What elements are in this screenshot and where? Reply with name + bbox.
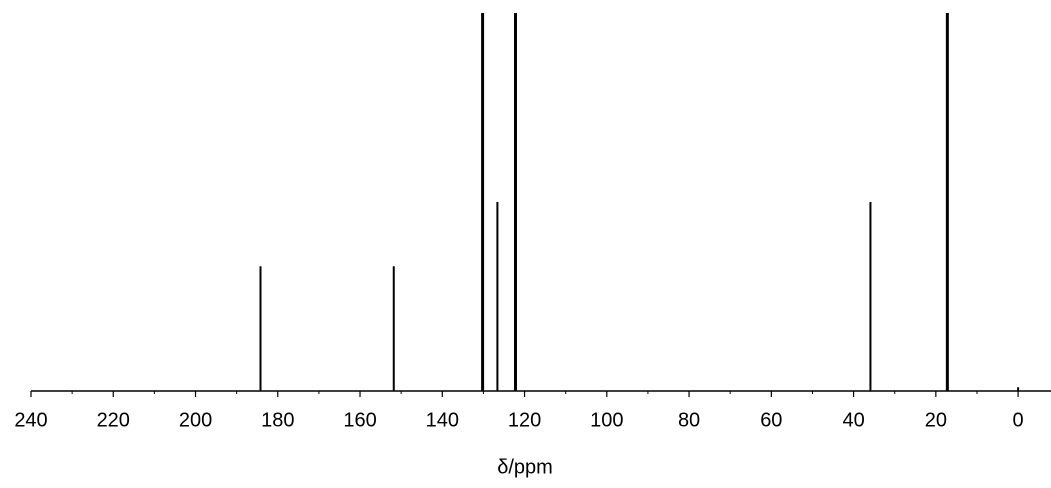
- x-tick-label: 160: [343, 409, 376, 431]
- x-tick-label: 140: [426, 409, 459, 431]
- x-tick-label: 40: [842, 409, 864, 431]
- x-tick-label: 80: [678, 409, 700, 431]
- x-tick-label: 200: [179, 409, 212, 431]
- x-tick-label: 240: [14, 409, 47, 431]
- x-tick-label: 120: [508, 409, 541, 431]
- x-tick-label: 100: [590, 409, 623, 431]
- x-tick-label: 60: [760, 409, 782, 431]
- x-tick-label: 20: [925, 409, 947, 431]
- x-axis-label: δ/ppm: [497, 456, 553, 478]
- x-tick-label: 180: [261, 409, 294, 431]
- x-tick-label: 220: [97, 409, 130, 431]
- x-tick-label: 0: [1013, 409, 1024, 431]
